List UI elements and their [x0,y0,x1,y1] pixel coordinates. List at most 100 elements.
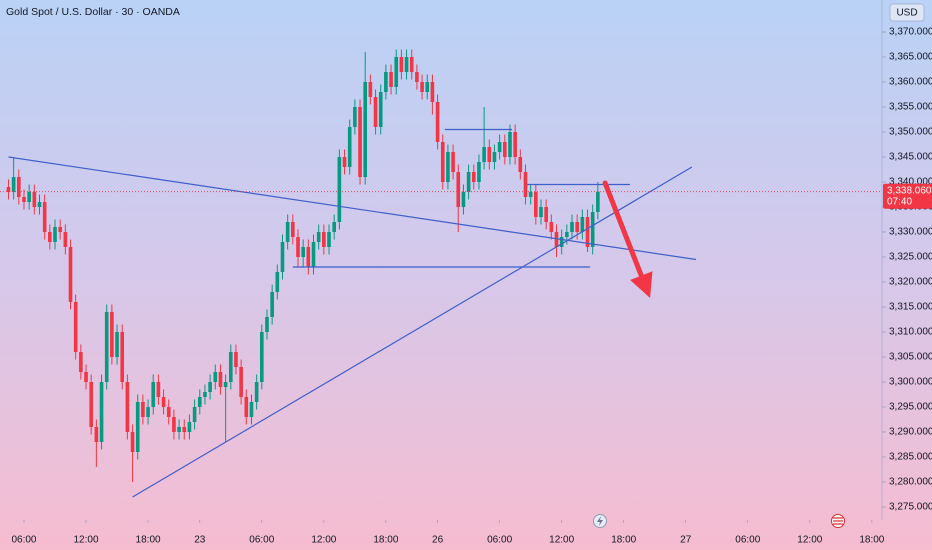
candle-body [342,157,347,167]
candle-body [477,162,481,182]
candle-body [259,332,264,382]
candle-body [228,352,233,382]
y-tick-label: 3,290.000 [889,427,932,438]
candle-body [559,237,564,247]
currency-label[interactable]: USD [896,8,917,19]
candle-body [544,207,548,222]
candle-body [203,392,207,397]
candle-body [115,332,119,357]
candle-body [285,222,290,242]
candle-body [575,222,579,232]
candle-body [590,212,595,247]
candle-body [141,402,145,417]
y-tick-label: 3,300.000 [889,377,932,388]
candle-body [11,177,16,192]
candle-body [192,407,197,422]
candle-body [539,207,543,217]
y-tick-label: 3,280.000 [889,477,932,488]
y-tick-label: 3,345.000 [889,152,932,163]
countdown-label: 07:40 [887,196,912,207]
candle-body [316,232,321,242]
candle-body [394,57,399,87]
candle-body [161,397,166,407]
candle-body [565,232,569,237]
candle-body [585,217,590,247]
y-tick-label: 3,360.000 [889,77,932,88]
candle-body [254,382,259,402]
candle-body [27,192,31,202]
last-price-box [883,183,932,209]
candle-body [301,247,305,257]
candle-body [389,72,393,87]
candle-body [151,382,156,407]
candle-body [130,432,135,452]
candle-body [99,382,104,442]
candle-body [358,107,362,177]
candle-body [440,142,445,182]
candle-body [322,232,326,247]
candle-body [135,402,140,452]
candle-body [125,382,130,432]
candle-body [110,312,114,357]
candle-body [218,372,223,387]
candle-body [22,197,26,202]
candle-body [415,72,419,82]
candle-body [492,152,497,162]
x-tick-label: 18:00 [859,535,884,546]
y-tick-label: 3,305.000 [889,352,932,363]
candle-body [518,157,523,172]
candle-body [425,82,430,92]
candle-body [523,172,528,197]
last-price-label: 3,338.060 [887,185,932,196]
x-tick-label: 06:00 [487,535,512,546]
candle-body [239,367,243,397]
candle-body [502,142,507,157]
candle-body [311,242,316,267]
y-tick-label: 3,285.000 [889,452,932,463]
candle-body [580,217,585,232]
candle-body [549,222,554,232]
candle-body [420,82,424,92]
x-tick-label: 06:00 [249,535,274,546]
x-tick-label: 12:00 [311,535,336,546]
candle-body [497,142,502,152]
candle-body [79,352,83,372]
candle-body [466,172,471,192]
candle-body [430,82,435,102]
candle-body [120,332,125,382]
candle-body [332,222,336,232]
candle-body [42,202,47,232]
candle-body [347,127,352,167]
candle-body [63,232,68,247]
candle-body [291,222,295,237]
candle-body [435,102,440,142]
candle-body [249,402,254,417]
y-tick-label: 3,330.000 [889,227,932,238]
candle-body [508,132,512,157]
candle-body [570,222,574,232]
candle-body [534,192,538,217]
candle-body [409,57,414,72]
candle-body [84,372,88,382]
x-tick-label: 12:00 [549,535,574,546]
y-tick-label: 3,365.000 [889,52,932,63]
candle-body [208,382,212,392]
chart-title: Gold Spot / U.S. Dollar · 30 · OANDA [6,6,180,18]
x-tick-label: 18:00 [373,535,398,546]
candle-body [446,152,450,182]
candle-body [275,272,280,292]
candle-body [197,397,202,407]
candle-body [68,247,73,302]
candle-body [327,232,331,247]
currency-box[interactable] [889,3,925,22]
candle-body [353,107,357,127]
candle-body [368,82,373,97]
candle-body [213,372,218,382]
candle-body [234,352,238,367]
candle-body [48,232,52,242]
candle-body [104,312,109,382]
candle-body [265,317,269,332]
arrow-head [630,271,653,298]
candle-body [182,427,187,432]
